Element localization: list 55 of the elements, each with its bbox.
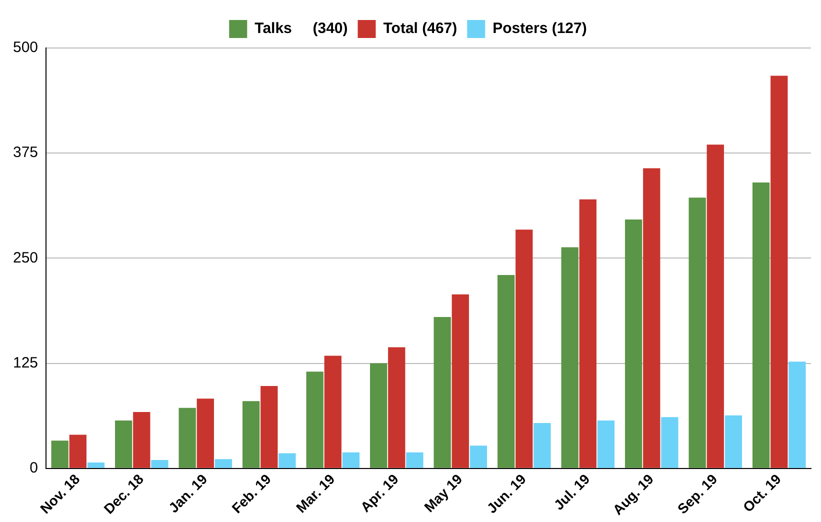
y-tick-label: 250 xyxy=(12,249,38,266)
x-tick-label: Feb. 19 xyxy=(228,470,274,516)
bar xyxy=(724,415,742,468)
x-tick-label: Jul. 19 xyxy=(550,470,593,513)
y-tick-label: 500 xyxy=(12,39,38,56)
bar xyxy=(51,440,68,468)
bar xyxy=(151,460,168,468)
bar xyxy=(306,372,324,468)
bar xyxy=(434,317,451,468)
bar xyxy=(661,417,678,468)
bar xyxy=(388,347,406,468)
bar xyxy=(516,230,533,468)
legend-label: Total (467) xyxy=(383,20,458,38)
bar xyxy=(69,434,86,468)
bar xyxy=(706,144,724,468)
y-tick-label: 375 xyxy=(12,144,38,162)
x-tick-label: Sep. 19 xyxy=(674,470,720,517)
bar xyxy=(534,422,551,468)
y-tick-label: 0 xyxy=(30,460,38,477)
bar xyxy=(342,452,360,468)
bar xyxy=(87,462,105,468)
bar xyxy=(752,182,770,468)
bar xyxy=(452,294,469,468)
bar xyxy=(643,168,660,468)
bar xyxy=(624,220,642,468)
bar xyxy=(370,363,388,468)
legend-label: Talks (340) xyxy=(254,20,348,38)
bar xyxy=(770,76,788,468)
bar xyxy=(133,412,150,468)
bar xyxy=(688,198,706,468)
bar xyxy=(214,459,232,468)
bar xyxy=(278,453,296,468)
x-tick-label: Nov. 18 xyxy=(36,470,83,517)
x-tick-label: Dec. 18 xyxy=(100,470,147,517)
x-tick-label: Jan. 19 xyxy=(165,470,210,516)
bar xyxy=(242,401,260,468)
bar xyxy=(324,356,342,468)
bar xyxy=(788,362,806,468)
bar xyxy=(470,446,488,468)
y-tick-label: 125 xyxy=(12,354,38,372)
bar xyxy=(597,420,615,468)
x-tick-label: Aug. 19 xyxy=(609,470,657,518)
legend-label: Posters (127) xyxy=(492,20,587,38)
x-tick-label: Apr. 19 xyxy=(357,470,402,516)
bar xyxy=(497,275,515,468)
x-tick-label: Mar. 19 xyxy=(292,470,338,516)
bar xyxy=(115,420,132,468)
bar xyxy=(579,199,596,468)
bar xyxy=(406,452,424,468)
bar xyxy=(561,247,578,468)
bar xyxy=(178,408,196,468)
x-tick-label: Oct. 19 xyxy=(740,470,784,516)
x-tick-label: Jun. 19 xyxy=(484,470,530,516)
bar xyxy=(260,386,278,468)
bar xyxy=(196,398,214,468)
